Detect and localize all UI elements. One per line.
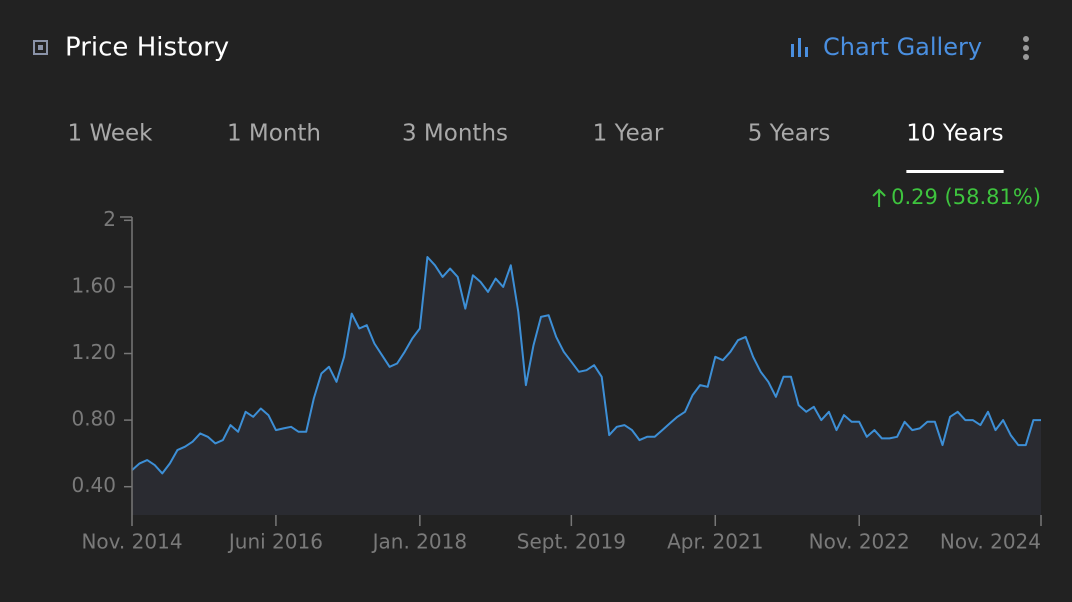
up-arrow-icon [872, 188, 886, 207]
menu-dot [1023, 45, 1029, 51]
area-fill [132, 257, 1041, 515]
x-tick-label: Nov. 2014 [81, 530, 182, 554]
selected-tab-underline [906, 170, 1004, 173]
x-tick-label: Jan. 2018 [371, 530, 467, 554]
widget-title: Price History [65, 33, 229, 63]
collapse-icon[interactable] [33, 40, 48, 55]
menu-dot [1023, 54, 1029, 60]
price-line [131, 256, 1041, 475]
icon-bar [791, 44, 794, 57]
x-tick-label: Apr. 2021 [667, 530, 763, 554]
icon-bar [798, 38, 801, 57]
price-change: 0.29 (58.81%) [891, 185, 1041, 209]
x-tick-label: Nov. 2024 [940, 530, 1041, 554]
more-menu[interactable] [1023, 36, 1029, 60]
range-tab[interactable]: 3 Months [402, 121, 508, 147]
x-tick-label: Sept. 2019 [517, 530, 626, 554]
x-tick-label: Juni 2016 [227, 530, 323, 554]
chart-gallery-link[interactable]: Chart Gallery [823, 33, 982, 61]
y-tick-label: 1.60 [71, 273, 116, 297]
x-tick-label: Nov. 2022 [809, 530, 910, 554]
range-tab[interactable]: 10 Years [906, 121, 1003, 147]
range-tab[interactable]: 5 Years [748, 121, 831, 147]
y-tick-label: 1.20 [71, 340, 116, 364]
chart-gallery-icon[interactable] [791, 38, 808, 57]
y-tick-label: 2 [103, 207, 116, 231]
range-tab[interactable]: 1 Week [68, 121, 154, 147]
collapse-icon-dot [38, 45, 43, 50]
icon-bar [805, 47, 808, 57]
range-tab[interactable]: 1 Month [227, 121, 321, 147]
y-tick-label: 0.40 [71, 473, 116, 497]
menu-dot [1023, 36, 1029, 42]
range-tab[interactable]: 1 Year [593, 121, 664, 147]
y-tick-label: 0.80 [71, 407, 116, 431]
